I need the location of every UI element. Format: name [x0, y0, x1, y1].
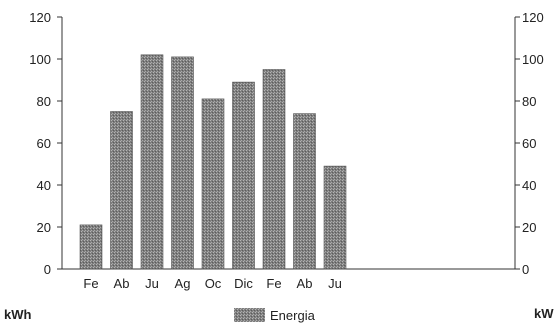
- x-tick-label: Fe: [266, 276, 281, 291]
- bar: [293, 113, 316, 270]
- left-axis-unit-label: kWh: [4, 307, 32, 322]
- left-tick-label: 80: [37, 94, 51, 109]
- right-tick-label: 100: [522, 52, 544, 67]
- right-tick-label: 60: [522, 136, 536, 151]
- x-tick-label: Oc: [205, 276, 222, 291]
- right-tick-label: 80: [522, 94, 536, 109]
- right-tick-label: 20: [522, 220, 536, 235]
- legend-label: Energia: [270, 308, 316, 323]
- x-tick-label: Ju: [145, 276, 159, 291]
- left-tick-label: 40: [37, 178, 51, 193]
- bar: [79, 224, 103, 270]
- right-axis-ticks: 0 20 40 60 80 100 120: [515, 10, 544, 277]
- left-tick-label: 60: [37, 136, 51, 151]
- bar: [232, 81, 255, 270]
- left-tick-label: 120: [29, 10, 51, 25]
- legend-swatch: [234, 308, 265, 322]
- bar: [110, 111, 133, 270]
- x-tick-label: Ag: [175, 276, 191, 291]
- x-tick-label: Ju: [328, 276, 342, 291]
- right-axis-unit-label: kW: [534, 306, 554, 321]
- left-tick-label: 100: [29, 52, 51, 67]
- bars: [79, 54, 347, 270]
- x-axis-labels: Fe Ab Ju Ag Oc Dic Fe Ab Ju: [83, 276, 341, 291]
- x-tick-label: Ab: [114, 276, 130, 291]
- right-tick-label: 0: [522, 262, 529, 277]
- bar: [323, 165, 347, 270]
- left-axis-ticks: 0 20 40 60 80 100 120: [29, 10, 62, 277]
- bar: [140, 54, 164, 270]
- x-tick-label: Fe: [83, 276, 98, 291]
- legend: Energia: [234, 308, 316, 323]
- x-tick-label: Ab: [297, 276, 313, 291]
- right-tick-label: 120: [522, 10, 544, 25]
- bar: [262, 69, 286, 270]
- left-tick-label: 0: [44, 262, 51, 277]
- bar: [201, 98, 225, 270]
- x-tick-label: Dic: [234, 276, 253, 291]
- right-tick-label: 40: [522, 178, 536, 193]
- bar: [171, 56, 194, 270]
- left-tick-label: 20: [37, 220, 51, 235]
